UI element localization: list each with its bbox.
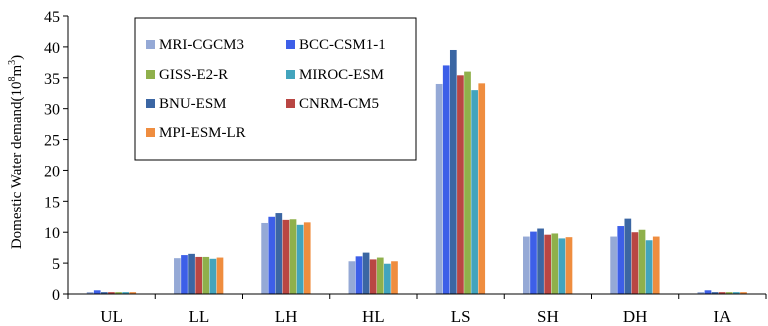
bar [86,292,94,294]
bar [718,292,726,294]
bar [631,232,639,294]
x-tick-label: LH [275,307,298,326]
x-axis: UL LL LH HL LS SH DH IA [67,294,767,326]
bar [565,237,573,294]
x-tick-label: UL [100,307,123,326]
bar [544,234,552,294]
bar [725,292,733,294]
legend-label: BCC-CSM1-1 [299,37,386,53]
bar [740,292,747,294]
bars [86,49,747,295]
bar [523,236,530,294]
bar [100,292,108,294]
bar [268,216,276,294]
bar [704,290,712,294]
legend-label: MPI-ESM-LR [159,125,246,141]
bar [376,257,384,294]
legend: MRI-CGCM3 BCC-CSM1-1 GISS-E2-R MIROC-ESM BNU… [134,17,417,161]
bar [181,255,188,294]
legend-label: BNU-ESM [159,96,227,112]
legend-label: CNRM-CM5 [299,96,379,112]
bar [624,218,632,294]
y-axis-label: Domestic Water demand(108m3) [7,55,25,249]
legend-label: MIROC-ESM [299,67,384,83]
bar [108,292,115,294]
legend-box [134,17,417,161]
y-tick-label: 5 [52,256,60,273]
bar [93,290,101,294]
bar [289,219,297,294]
x-tick-label: SH [537,307,559,326]
y-tick-label: 0 [52,287,60,304]
x-tick-label: IA [713,307,732,326]
bar [282,219,290,294]
bar [202,256,210,294]
bar [275,213,283,294]
bar [478,83,486,294]
bar [697,292,705,294]
y-tick-label: 30 [44,102,60,119]
x-tick-label: LL [188,307,209,326]
legend-swatch [146,70,155,79]
bar [391,261,398,294]
y-tick-label: 45 [44,9,60,26]
legend-swatch [286,40,295,49]
y-tick-label: 10 [44,225,60,242]
bar [645,240,653,294]
y-tick-label: 35 [44,71,60,88]
bar [558,238,566,294]
x-tick-label: HL [362,307,385,326]
bar [638,229,646,294]
bar [303,222,311,294]
bar [530,231,537,294]
y-axis: 0 5 10 15 20 25 30 35 40 45 [44,9,68,304]
y-tick-label: 20 [44,163,60,180]
bar [457,75,464,294]
bar [442,65,450,294]
legend-swatch [146,99,155,108]
x-tick-label: LS [451,307,471,326]
bar [617,226,625,294]
y-tick-label: 25 [44,133,60,150]
legend-swatch [146,40,155,49]
bar [733,292,740,294]
bar [652,236,660,294]
bar [435,83,443,295]
bar [537,228,544,294]
legend-label: GISS-E2-R [159,67,228,83]
y-tick-label: 40 [44,40,60,57]
bar [129,292,137,294]
bar [195,256,203,294]
legend-label: MRI-CGCM3 [159,37,244,53]
x-tick-label: DH [623,307,648,326]
bar [471,90,478,294]
bar [209,258,217,294]
bar [551,233,559,294]
legend-swatch [146,128,155,137]
bar [348,261,356,294]
bar [464,71,471,294]
bar [369,259,377,294]
bar [188,253,195,294]
bar [296,224,304,294]
bar [711,292,719,294]
bar [384,263,391,294]
bar [362,252,370,294]
y-tick-label: 15 [44,194,60,211]
bar [115,292,122,294]
bar [449,49,457,295]
bar [355,256,363,294]
bar [261,222,268,294]
bar [216,257,224,294]
bar [610,236,617,294]
bar [174,258,181,294]
bar [122,292,129,294]
legend-swatch [286,70,295,79]
legend-swatch [286,99,295,108]
